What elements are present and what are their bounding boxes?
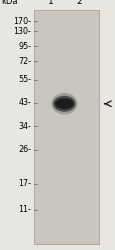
Text: 1: 1 <box>47 0 53 6</box>
Text: 34-: 34- <box>18 122 31 131</box>
Ellipse shape <box>51 93 77 114</box>
Text: 26-: 26- <box>18 146 31 154</box>
Text: 95-: 95- <box>18 42 31 51</box>
Text: 72-: 72- <box>18 57 31 66</box>
Ellipse shape <box>55 98 73 109</box>
Text: 2: 2 <box>76 0 82 6</box>
Text: 43-: 43- <box>18 98 31 107</box>
Text: 55-: 55- <box>18 76 31 84</box>
Text: kDa: kDa <box>1 0 17 6</box>
Text: 11-: 11- <box>18 206 31 214</box>
Text: 130-: 130- <box>13 27 31 36</box>
Ellipse shape <box>53 96 75 112</box>
Text: 17-: 17- <box>18 179 31 188</box>
Bar <box>34 10 98 244</box>
Text: 170-: 170- <box>13 17 31 26</box>
